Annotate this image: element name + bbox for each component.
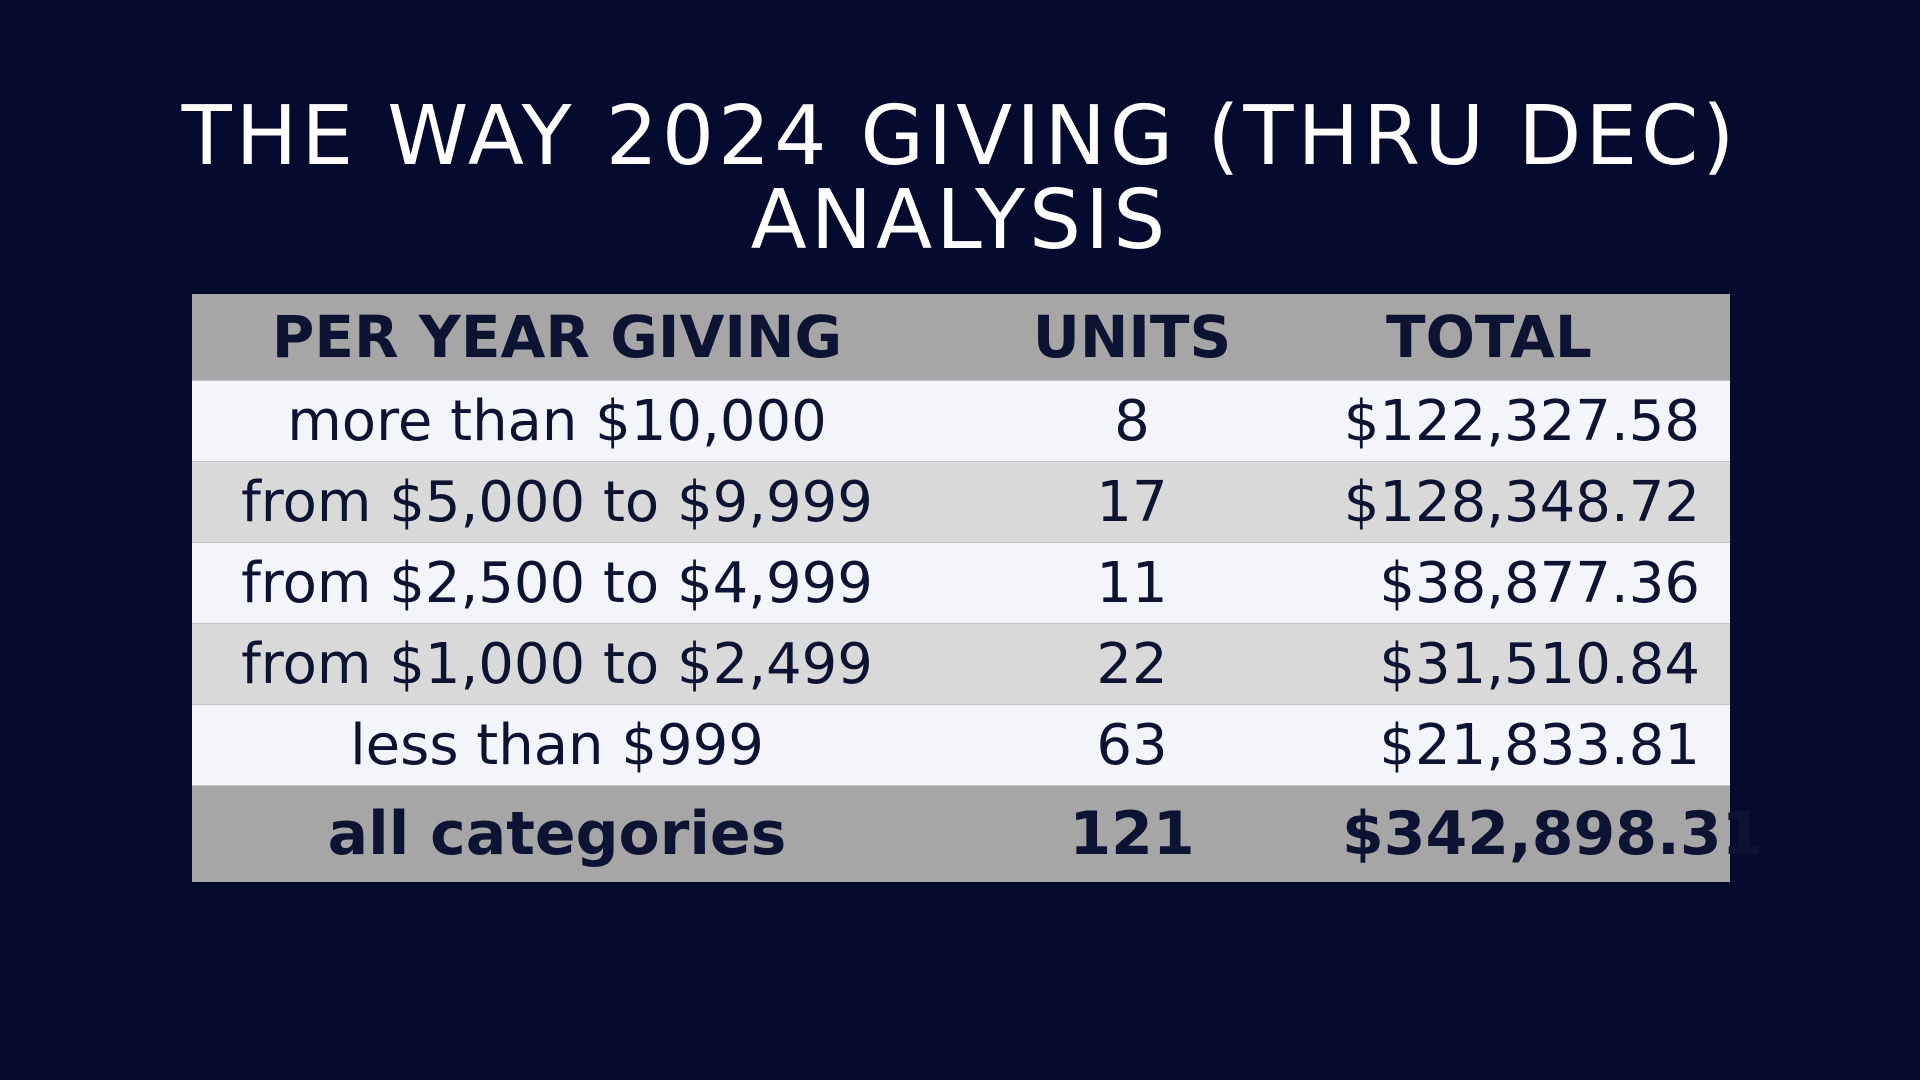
table-row: from $2,500 to $4,999 11 $38,877.36 [192,542,1730,623]
row-units: 8 [1114,388,1150,454]
table-header-row: PER YEAR GIVING UNITS TOTAL [192,294,1730,380]
header-units: UNITS [1032,303,1232,371]
summary-category: all categories [327,799,787,869]
title-line-2: ANALYSIS [750,173,1170,268]
row-units: 22 [1096,631,1168,697]
row-category: from $1,000 to $2,499 [241,631,873,697]
header-per-year-giving: PER YEAR GIVING [271,303,843,371]
row-category: from $2,500 to $4,999 [241,550,873,616]
giving-table: PER YEAR GIVING UNITS TOTAL more than $1… [192,294,1764,882]
table-row: from $5,000 to $9,999 17 $128,348.72 [192,461,1730,542]
table-row: more than $10,000 8 $122,327.58 [192,380,1730,461]
row-total: $38,877.36 [1379,550,1700,616]
row-category: more than $10,000 [287,388,827,454]
row-units: 63 [1096,712,1168,778]
row-category: from $5,000 to $9,999 [241,469,873,535]
summary-total: $342,898.31 [1342,799,1764,869]
row-total: $21,833.81 [1379,712,1700,778]
row-total: $31,510.84 [1379,631,1700,697]
table-row: less than $999 63 $21,833.81 [192,704,1730,785]
table-row: from $1,000 to $2,499 22 $31,510.84 [192,623,1730,704]
row-total: $122,327.58 [1343,388,1700,454]
row-units: 11 [1096,550,1168,616]
row-category: less than $999 [350,712,764,778]
table-summary-row: all categories 121 $342,898.31 [192,785,1764,882]
summary-units: 121 [1069,799,1195,869]
page-title: THE WAY 2024 GIVING (THRU DEC) ANALYSIS [0,95,1920,263]
row-total: $128,348.72 [1343,469,1700,535]
header-total: TOTAL [1386,303,1592,371]
row-units: 17 [1096,469,1168,535]
title-line-1: THE WAY 2024 GIVING (THRU DEC) [181,89,1739,184]
